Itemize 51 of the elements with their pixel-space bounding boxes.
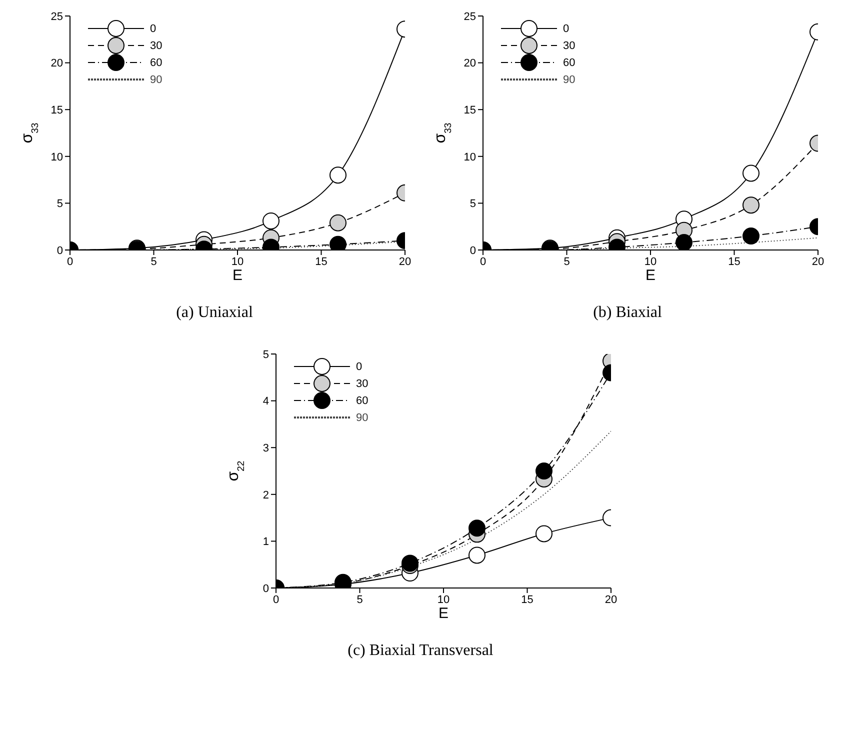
x-tick-label: 5 [356, 594, 363, 606]
y-tick-label: 5 [470, 198, 476, 210]
y-tick-label: 10 [50, 151, 63, 164]
y-tick-label: 10 [464, 151, 476, 164]
text: (a) Uniaxial [175, 304, 254, 322]
legend-label: 30 [356, 378, 368, 390]
y-tick-label: 0 [470, 244, 476, 257]
y-tick-label: 15 [50, 104, 63, 117]
x-tick-label: 10 [644, 256, 657, 268]
y-tick-label: 1 [262, 536, 269, 548]
x-tick-label: 20 [812, 256, 824, 268]
y-tick-label: 25 [50, 10, 63, 23]
text: 90 [356, 412, 368, 424]
y-tick-label: 20 [50, 58, 63, 70]
x-tick-label: 10 [231, 256, 244, 268]
x-tick-label: 0 [66, 256, 74, 268]
x-axis-title: E [645, 267, 656, 284]
text: 90 [150, 74, 162, 86]
text: 90 [563, 74, 576, 86]
y-tick-label: 25 [464, 10, 476, 23]
x-tick-label: 20 [398, 256, 412, 268]
legend-label: 60 [150, 56, 162, 68]
x-tick-label: 0 [272, 594, 280, 606]
y-tick-label: 20 [464, 58, 476, 70]
x-tick-label: 0 [480, 256, 486, 268]
legend-label: 60 [563, 56, 576, 68]
legend-label: 60 [356, 394, 368, 406]
x-tick-label: 5 [564, 256, 570, 268]
y-tick-label: 0 [56, 244, 63, 257]
legend-label: 30 [150, 40, 162, 52]
x-tick-label: 20 [604, 594, 618, 606]
y-tick-label: 4 [262, 396, 269, 408]
y-tick-label: 5 [262, 348, 269, 361]
y-tick-label: 3 [262, 442, 269, 455]
x-axis-title: E [438, 605, 449, 622]
x-axis-title: E [232, 267, 243, 284]
x-tick-label: 15 [315, 256, 328, 268]
legend-label: 0 [563, 22, 570, 34]
y-tick-label: 0 [262, 582, 269, 595]
x-tick-label: 10 [437, 594, 450, 606]
x-tick-label: 15 [521, 594, 534, 606]
text: (c) Biaxial Transversal [346, 642, 494, 660]
x-tick-label: 15 [728, 256, 740, 268]
y-tick-label: 15 [464, 104, 476, 117]
legend-label: 30 [563, 40, 576, 52]
legend-label: 0 [356, 360, 362, 372]
y-tick-label: 5 [56, 198, 63, 210]
y-tick-label: 2 [262, 489, 269, 502]
text: (b) Biaxial [592, 304, 663, 322]
x-tick-label: 5 [150, 256, 157, 268]
legend-label: 0 [150, 22, 156, 34]
